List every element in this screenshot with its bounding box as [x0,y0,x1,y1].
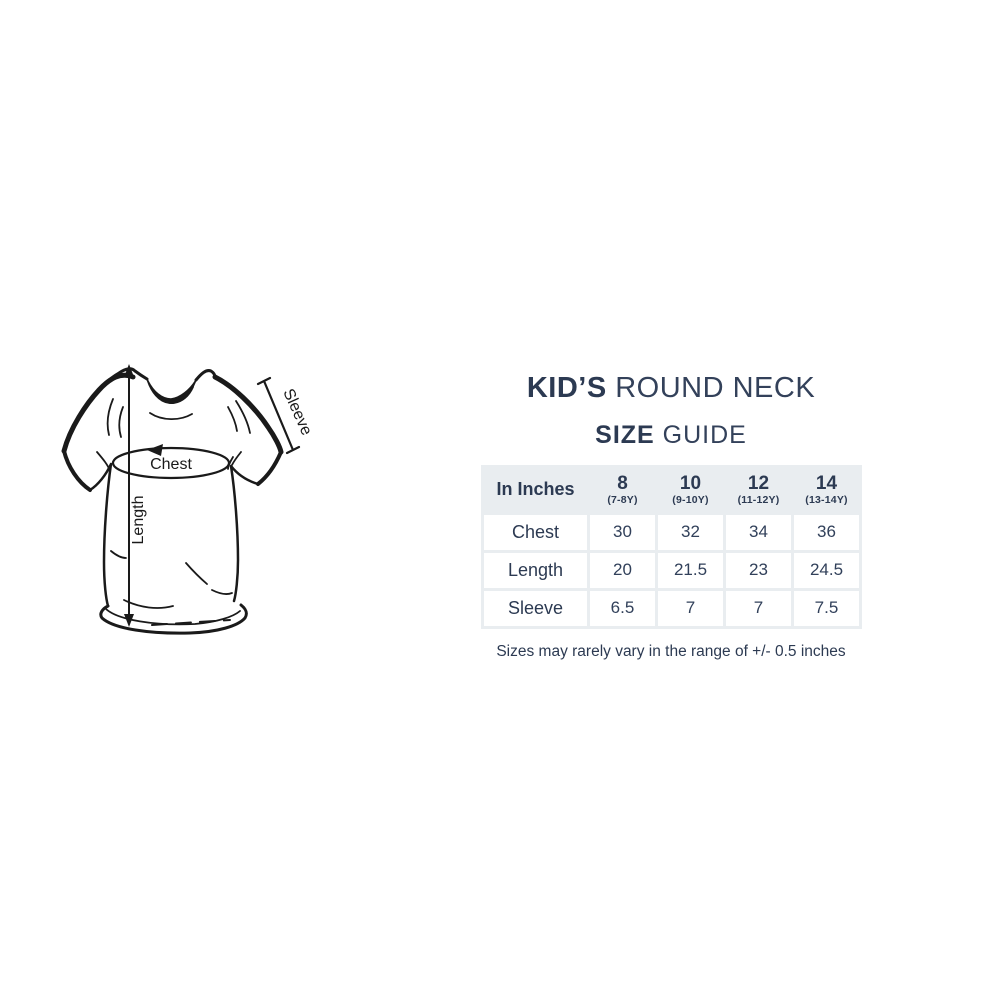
page-subtitle: SIZE GUIDE [481,422,861,450]
measurement-cell: 24.5 [794,552,859,588]
chest-label: Chest [150,456,192,473]
measurement-cell: 20 [590,552,655,588]
size-age-range: (9-10Y) [672,493,709,506]
size-column-header: 10 (9-10Y) [658,468,723,512]
size-number: 8 [617,472,628,494]
table-row-length: Length 20 21.5 23 24.5 [484,552,859,588]
measurement-cell: 23 [726,552,791,588]
length-label: Length [130,496,147,545]
measurement-cell: 6.5 [590,590,655,626]
tshirt-sleeve-edges [61,372,284,455]
table-row-sleeve: Sleeve 6.5 7 7 7.5 [484,590,859,626]
tshirt-body-sides [88,462,260,608]
row-label: Length [484,552,587,588]
size-guide-panel: KID’S ROUND NECK SIZE GUIDE In Inches 8 … [481,372,862,661]
measurement-cell: 7.5 [794,590,859,626]
sleeve-measure-line [256,376,301,455]
measurement-cell: 32 [658,514,723,550]
measurement-cell: 7 [658,590,723,626]
size-column-header: 12 (11-12Y) [726,468,791,512]
size-variance-note: Sizes may rarely vary in the range of +/… [496,642,846,660]
measurement-cell: 36 [794,514,859,550]
page-title: KID’S ROUND NECK [481,372,861,405]
chest-arrowhead [147,444,163,456]
size-column-header: 14 (13-14Y) [794,468,859,512]
length-arrowhead-top [124,364,134,377]
size-number: 12 [747,472,770,494]
size-age-range: (7-8Y) [607,493,638,506]
subtitle-bold-part: SIZE [595,421,655,450]
size-chart-table: In Inches 8 (7-8Y) 10 (9-10Y) 12 (11-12Y… [481,464,862,629]
measurement-cell: 7 [726,590,791,626]
subtitle-regular-part: GUIDE [662,421,747,450]
size-number: 10 [679,472,702,494]
size-age-range: (11-12Y) [737,493,780,506]
size-chart-header-row: In Inches 8 (7-8Y) 10 (9-10Y) 12 (11-12Y… [484,468,859,512]
table-row-chest: Chest 30 32 34 36 [484,514,859,550]
tshirt-sleeve-cuffs [62,449,283,492]
row-label: Sleeve [484,590,587,626]
title-bold-part: KID’S [526,372,607,404]
size-column-header: 8 (7-8Y) [590,468,655,512]
measurement-cell: 30 [590,514,655,550]
measurement-cell: 21.5 [658,552,723,588]
chest-measure-ellipse [111,446,231,480]
size-number: 14 [815,472,838,494]
size-age-range: (13-14Y) [805,493,848,506]
measurement-cell: 34 [726,514,791,550]
length-arrowhead-bottom [124,614,134,627]
tshirt-sketch-lines [96,386,251,626]
unit-header-cell: In Inches [496,479,575,500]
row-label: Chest [484,514,587,550]
tshirt-hem-dashes [151,619,231,626]
title-regular-part: ROUND NECK [615,372,816,404]
